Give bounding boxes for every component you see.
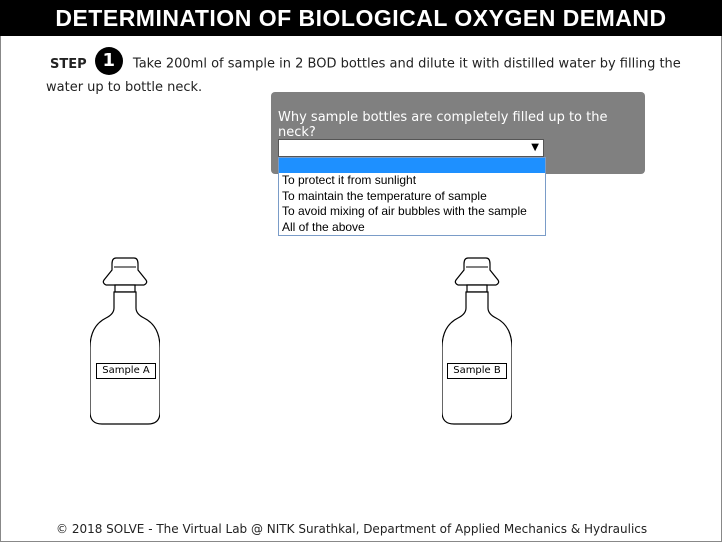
dropdown-arrow-icon[interactable]: ▼ bbox=[531, 142, 539, 153]
bod-bottle-a-icon bbox=[89, 257, 161, 425]
dropdown-option-air-bubbles[interactable]: To avoid mixing of air bubbles with the … bbox=[282, 204, 527, 218]
step-number-badge: 1 bbox=[94, 47, 123, 75]
sample-b-label: Sample B bbox=[447, 363, 507, 379]
bod-bottle-b-icon bbox=[441, 257, 513, 425]
answer-dropdown-list: To protect it from sunlight To maintain … bbox=[278, 157, 546, 236]
question-text: Why sample bottles are completely filled… bbox=[278, 110, 608, 140]
dropdown-option-sunlight[interactable]: To protect it from sunlight bbox=[282, 173, 417, 187]
step-instruction-text: Take 200ml of sample in 2 BOD bottles an… bbox=[46, 56, 681, 96]
bottle-sample-a bbox=[89, 256, 161, 426]
dropdown-option-all[interactable]: All of the above bbox=[282, 219, 365, 234]
answer-select[interactable]: ▼ bbox=[278, 139, 544, 157]
step-label: STEP bbox=[50, 56, 87, 72]
dropdown-option-temperature[interactable]: To maintain the temperature of sample bbox=[282, 188, 487, 203]
footer-copyright: © 2018 SOLVE - The Virtual Lab @ NITK Su… bbox=[56, 522, 648, 536]
bottle-sample-b bbox=[441, 256, 513, 426]
dropdown-option-blank[interactable] bbox=[279, 158, 545, 173]
page-title: DETERMINATION OF BIOLOGICAL OXYGEN DEMAN… bbox=[0, 0, 722, 36]
sample-a-label: Sample A bbox=[96, 363, 156, 379]
step-instruction-row: STEP 1 Take 200ml of sample in 2 BOD bot… bbox=[46, 47, 716, 97]
